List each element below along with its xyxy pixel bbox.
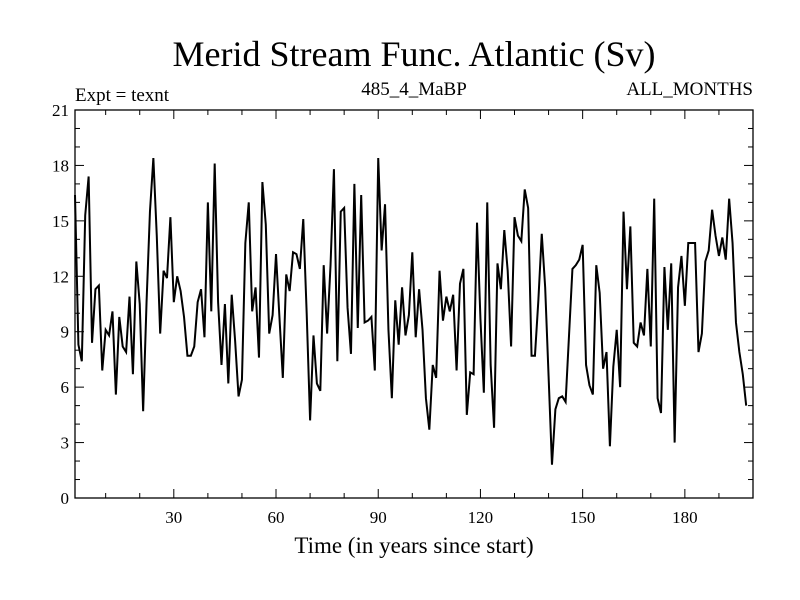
plot-frame (74, 109, 754, 499)
months-label: ALL_MONTHS (626, 79, 753, 100)
x-tick-label: 180 (672, 508, 698, 527)
y-tick-label: 3 (61, 434, 70, 453)
axis-ticks: 0 3 6 9 12 15 18 21 30 60 90 120 150 180 (52, 101, 754, 527)
y-tick-label: 0 (61, 489, 70, 508)
x-axis-label: Time (in years since start) (294, 533, 533, 558)
x-tick-label: 150 (570, 508, 596, 527)
chart-title: Merid Stream Func. Atlantic (Sv) (173, 34, 656, 74)
experiment-label: Expt = texnt (75, 85, 170, 106)
y-tick-label: 21 (52, 101, 69, 120)
x-tick-label: 90 (370, 508, 387, 527)
series-line (74, 157, 748, 465)
x-tick-label: 30 (165, 508, 182, 527)
x-tick-label: 120 (468, 508, 494, 527)
y-tick-label: 18 (52, 156, 69, 175)
y-tick-label: 12 (52, 267, 69, 286)
y-tick-label: 6 (61, 378, 70, 397)
period-label: 485_4_MaBP (361, 79, 467, 100)
x-tick-label: 60 (268, 508, 285, 527)
y-tick-label: 9 (61, 323, 70, 342)
y-tick-label: 15 (52, 212, 69, 231)
